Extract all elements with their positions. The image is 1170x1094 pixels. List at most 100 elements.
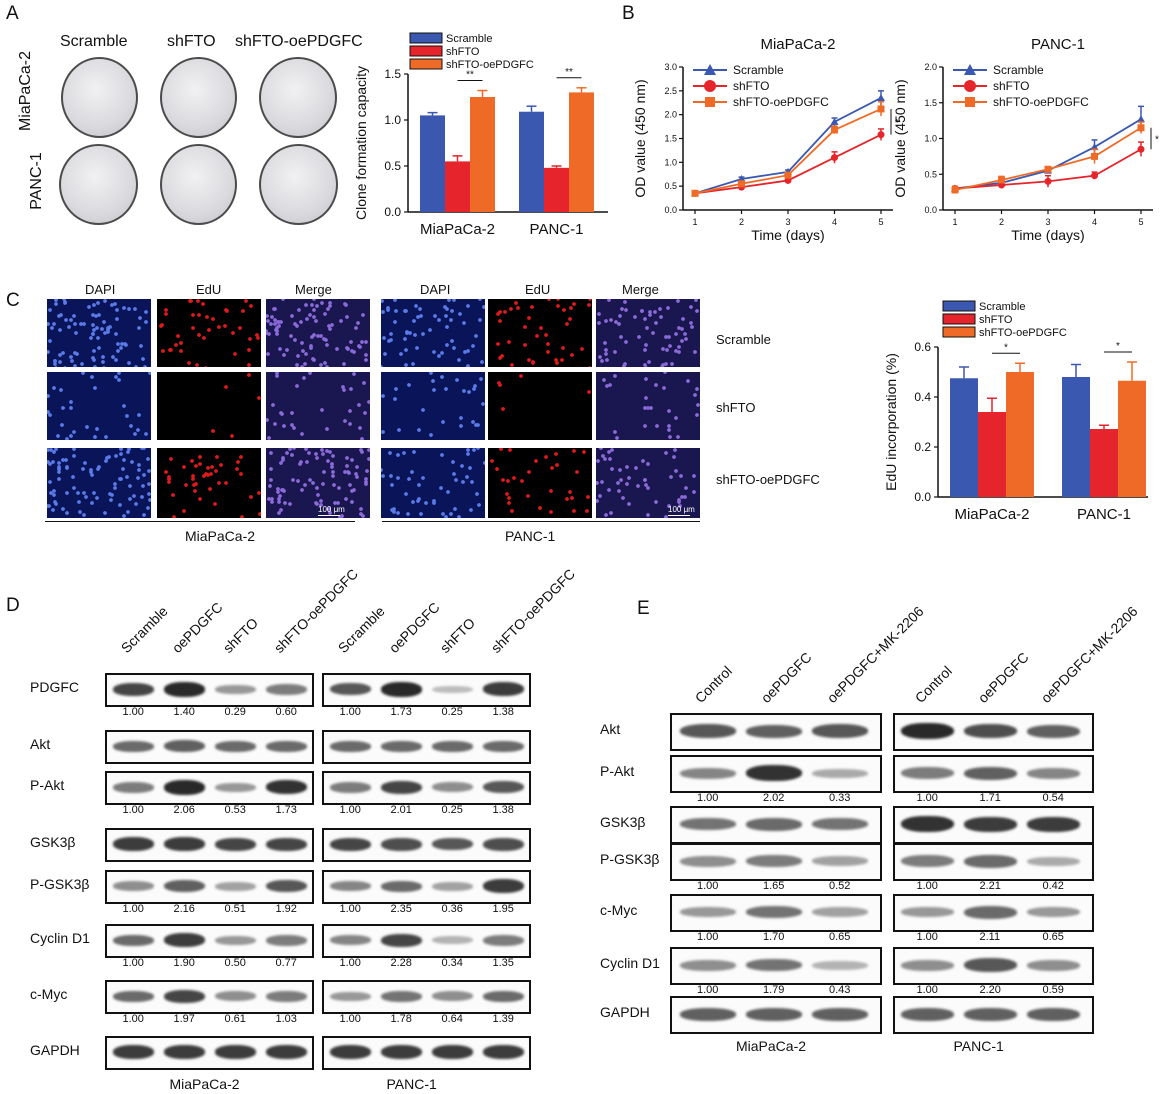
quant-value: 1.00 bbox=[916, 984, 938, 996]
blot-band bbox=[901, 816, 954, 832]
y-axis-label: Clone formation capacity bbox=[355, 66, 369, 220]
quant-value: 0.25 bbox=[441, 804, 463, 816]
significance-mark: * bbox=[1116, 341, 1120, 352]
lane-label: shFTO-oePDGFC bbox=[487, 565, 578, 656]
blot-band bbox=[164, 933, 205, 947]
col-label-merge: Merge bbox=[295, 282, 332, 297]
quant-value: 0.65 bbox=[1042, 931, 1064, 943]
lane-label: shFTO bbox=[436, 614, 478, 656]
blot-band bbox=[164, 681, 205, 697]
data-point bbox=[1091, 172, 1098, 180]
colony-dish bbox=[160, 57, 237, 138]
significance-mark: ** bbox=[565, 67, 573, 78]
y-tick-label: 0.4 bbox=[914, 390, 931, 404]
lane-label: oePDGFC bbox=[974, 649, 1032, 706]
blot-band bbox=[746, 906, 802, 918]
blot-band bbox=[483, 990, 524, 1002]
blot-band bbox=[381, 740, 422, 752]
quant-value: 1.38 bbox=[492, 804, 514, 816]
x-tick-label: 3 bbox=[1045, 217, 1050, 227]
legend-label: Scramble bbox=[733, 63, 784, 77]
blot-row-label: Cyclin D1 bbox=[30, 930, 90, 946]
lane-label: oePDGFC+MK-2206 bbox=[823, 603, 927, 706]
blot-row-label: GSK3β bbox=[30, 834, 76, 850]
blot-band bbox=[680, 959, 736, 971]
colony-dish bbox=[61, 57, 138, 138]
blot-band bbox=[215, 991, 256, 1001]
lane-label: Scramble bbox=[334, 602, 388, 656]
colony-dish bbox=[259, 57, 337, 138]
blot-row-label: P-GSK3β bbox=[600, 851, 660, 867]
data-point bbox=[951, 186, 959, 194]
legend-swatch bbox=[409, 32, 443, 44]
x-category-label: MiaPaCa-2 bbox=[420, 221, 495, 238]
blot-band bbox=[483, 837, 524, 851]
y-tick-label: 0.0 bbox=[664, 205, 677, 215]
blot-band bbox=[381, 933, 422, 947]
blot-band bbox=[266, 990, 307, 1002]
y-tick-label: 0.0 bbox=[914, 490, 931, 504]
row-label-panc1: PANC-1 bbox=[27, 152, 45, 210]
blot-band bbox=[746, 765, 802, 781]
microscopy-image bbox=[596, 448, 700, 518]
scale-bar-label: 100 μm bbox=[668, 505, 695, 514]
quant-value: 1.92 bbox=[275, 903, 297, 915]
quant-value: 1.00 bbox=[122, 903, 144, 915]
quant-value: 1.00 bbox=[697, 931, 719, 943]
blot-band bbox=[483, 934, 524, 946]
microscopy-image bbox=[381, 372, 485, 440]
col-label-merge: Merge bbox=[622, 282, 659, 297]
quant-value: 1.00 bbox=[916, 880, 938, 892]
significance-mark: ** bbox=[466, 70, 474, 81]
group-label: PANC-1 bbox=[386, 1076, 437, 1092]
blot-band bbox=[483, 1045, 524, 1059]
row-label-miapaca2: MiaPaCa-2 bbox=[17, 50, 35, 132]
blot-band bbox=[964, 958, 1017, 972]
microscopy-image bbox=[596, 372, 700, 440]
legend-label: Scramble bbox=[993, 63, 1044, 77]
quant-value: 1.38 bbox=[492, 706, 514, 718]
microscopy-image bbox=[488, 299, 592, 367]
quant-value: 1.00 bbox=[697, 880, 719, 892]
bar bbox=[445, 161, 470, 212]
x-tick-label: 3 bbox=[785, 217, 790, 227]
lane-label: shFTO bbox=[219, 614, 261, 656]
blot-band bbox=[901, 855, 954, 867]
blot-row-label: P-GSK3β bbox=[30, 876, 90, 892]
quant-value: 1.00 bbox=[339, 1013, 361, 1025]
panel-label-e: E bbox=[637, 598, 650, 619]
quant-value: 1.00 bbox=[339, 903, 361, 915]
quant-value: 1.70 bbox=[763, 931, 785, 943]
quant-value: 0.29 bbox=[224, 706, 246, 718]
y-tick-label: 1.0 bbox=[664, 157, 677, 167]
microscopy-image bbox=[381, 448, 485, 518]
blot-band bbox=[330, 935, 371, 945]
y-tick-label: 0.5 bbox=[924, 169, 937, 179]
quant-value: 2.16 bbox=[173, 903, 195, 915]
blot-band bbox=[164, 837, 205, 851]
blot-band bbox=[330, 881, 371, 891]
row-label-shfto: shFTO bbox=[716, 400, 756, 415]
group-label-panc1: PANC-1 bbox=[505, 528, 556, 544]
bar bbox=[1062, 377, 1090, 497]
lane-label: oePDGFC bbox=[385, 599, 443, 656]
bar bbox=[544, 167, 569, 212]
quant-value: 1.00 bbox=[122, 1013, 144, 1025]
blot-band bbox=[215, 684, 256, 694]
quant-value: 0.52 bbox=[829, 880, 851, 892]
quant-value: 1.00 bbox=[122, 957, 144, 969]
quant-value: 0.64 bbox=[441, 1013, 463, 1025]
blot-band bbox=[266, 683, 307, 695]
legend-label: shFTO-oePDGFC bbox=[733, 95, 829, 109]
blot-band bbox=[113, 682, 154, 696]
legend-swatch bbox=[942, 300, 976, 312]
blot-row-label: GAPDH bbox=[30, 1042, 80, 1058]
data-point bbox=[831, 154, 838, 162]
blot-box bbox=[322, 771, 531, 805]
blot-band bbox=[215, 782, 256, 792]
blot-band bbox=[812, 907, 868, 917]
data-point bbox=[877, 131, 885, 139]
quant-value: 1.00 bbox=[339, 957, 361, 969]
data-point bbox=[1044, 165, 1052, 173]
quant-value: 1.00 bbox=[916, 792, 938, 804]
